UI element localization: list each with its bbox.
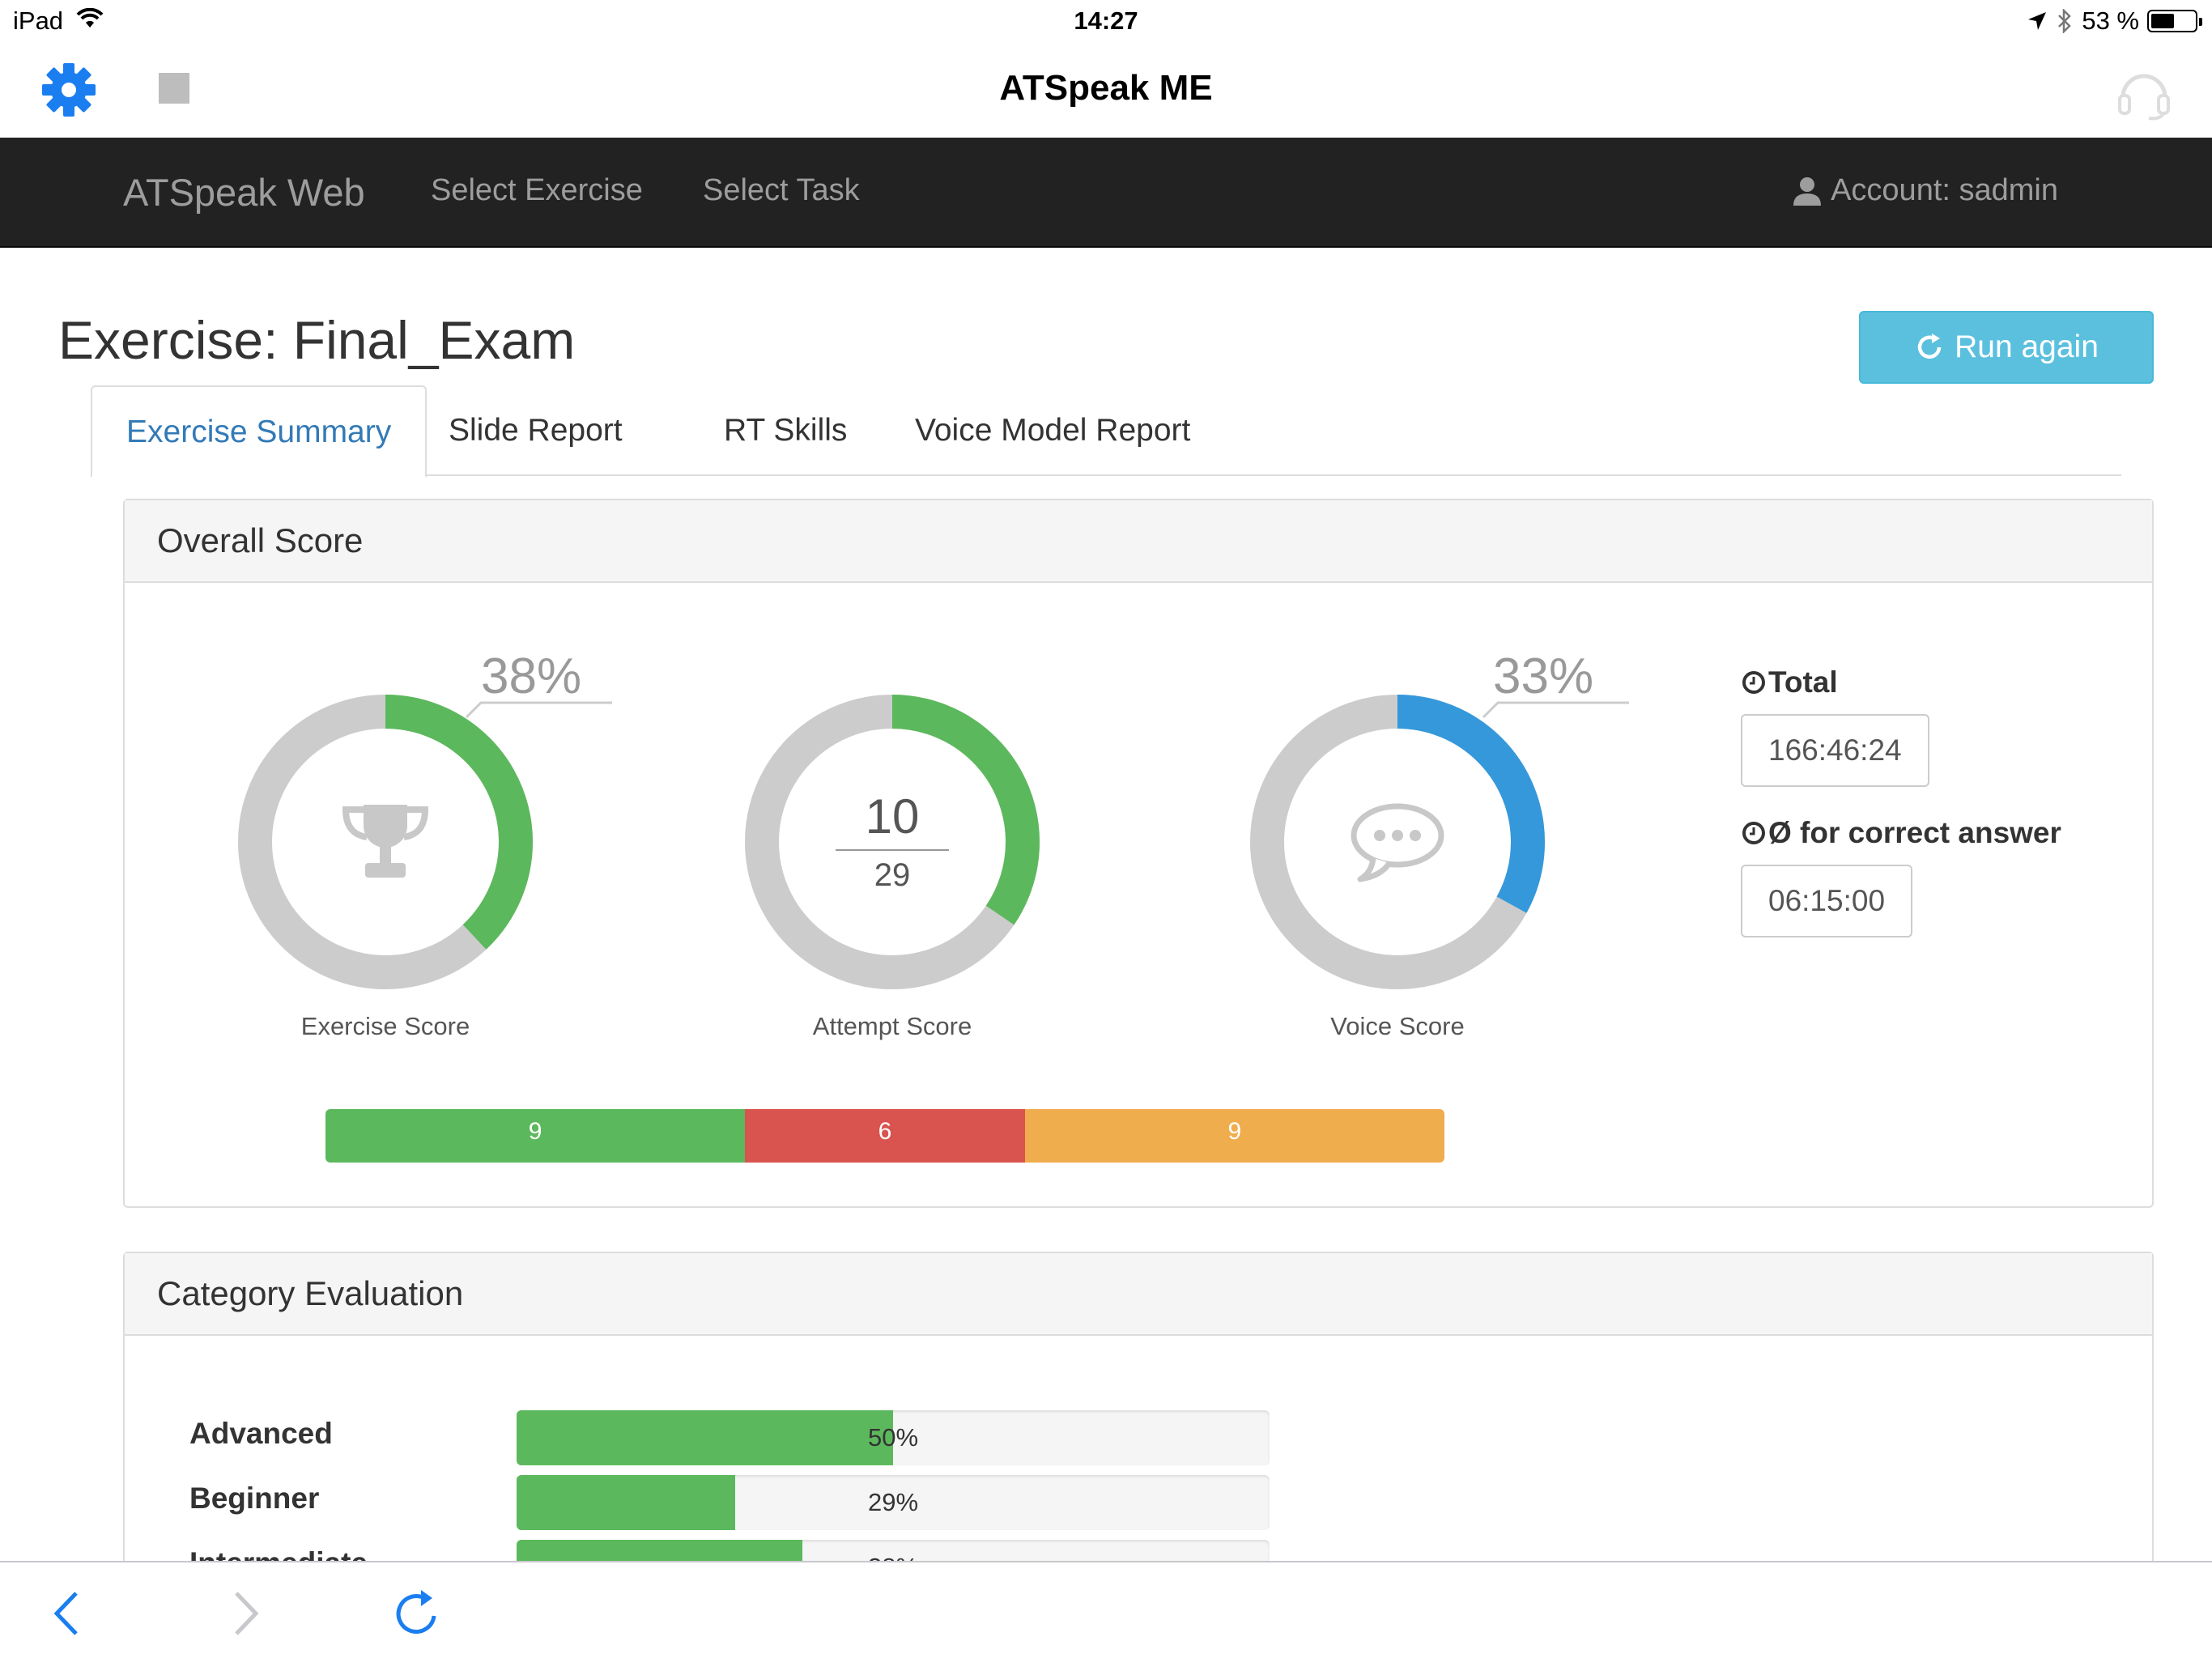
attempt-score-donut: 10 29	[745, 695, 1040, 989]
category-label-advanced: Advanced	[189, 1417, 333, 1450]
category-fill-advanced	[517, 1410, 893, 1465]
voice-score-donut	[1250, 695, 1545, 989]
category-evaluation-heading: Category Evaluation	[125, 1253, 2152, 1336]
status-right: 53 %	[2027, 6, 2202, 36]
tab-voice-model-report[interactable]: Voice Model Report	[915, 413, 1191, 448]
battery-percent: 53 %	[2082, 6, 2139, 35]
trophy-icon	[342, 805, 429, 878]
navbar-brand[interactable]: ATSpeak Web	[123, 171, 365, 214]
gear-icon[interactable]	[40, 62, 97, 118]
app-title: ATSpeak ME	[999, 68, 1213, 108]
top-navbar: ATSpeak Web Select Exercise Select Task …	[0, 138, 2212, 248]
account-label: Account: sadmin	[1831, 173, 2058, 207]
exercise-score-donut	[238, 695, 533, 989]
exercise-score-percent: 38%	[481, 648, 582, 704]
attempt-fraction: 10 29	[836, 791, 949, 893]
back-chevron-icon[interactable]	[40, 1585, 97, 1642]
category-bar-advanced: 50%	[517, 1410, 1270, 1465]
tab-exercise-summary[interactable]: Exercise Summary	[91, 385, 428, 478]
breakdown-correct: 9	[325, 1109, 746, 1163]
clock-icon	[1742, 671, 1765, 694]
avg-time-label: Ø for correct answer	[1741, 816, 2061, 850]
tab-slide-report[interactable]: Slide Report	[449, 413, 623, 448]
page-title: Exercise: Final_Exam	[58, 310, 576, 370]
clock-icon	[1742, 822, 1765, 844]
chat-bubble-icon	[1351, 803, 1444, 882]
battery-icon	[2147, 10, 2202, 32]
result-breakdown-bar: 9 6 9	[325, 1109, 1444, 1163]
overall-score-panel: Overall Score	[123, 499, 2154, 1208]
voice-callout-line	[1482, 701, 1629, 719]
overall-score-heading: Overall Score	[125, 500, 2152, 583]
location-arrow-icon	[2028, 12, 2047, 30]
category-fill-beginner	[517, 1475, 735, 1530]
category-bar-beginner: 29%	[517, 1475, 1270, 1530]
exercise-callout-line	[465, 701, 612, 719]
headset-icon[interactable]	[2115, 63, 2173, 121]
nav-select-exercise[interactable]: Select Exercise	[431, 173, 643, 207]
device-name: iPad	[13, 6, 64, 35]
forward-chevron-icon[interactable]	[215, 1585, 272, 1642]
category-value-beginner: 29%	[867, 1488, 919, 1516]
reload-icon[interactable]	[389, 1585, 445, 1642]
browser-toolbar	[0, 1561, 2212, 1658]
wifi-icon	[76, 8, 104, 28]
run-again-button[interactable]: Run again	[1859, 311, 2154, 384]
refresh-icon	[1917, 334, 1942, 359]
attempt-denominator: 29	[874, 857, 911, 893]
stop-icon[interactable]	[159, 73, 189, 104]
attempt-numerator: 10	[865, 789, 920, 844]
run-again-label: Run again	[1955, 329, 2099, 364]
category-label-beginner: Beginner	[189, 1482, 320, 1515]
app-bar: ATSpeak ME	[0, 44, 2212, 138]
tab-rt-skills[interactable]: RT Skills	[724, 413, 848, 448]
total-time-label: Total	[1741, 665, 1838, 699]
status-bar: iPad 14:27 53 %	[0, 0, 2212, 44]
voice-score-percent: 33%	[1493, 648, 1594, 704]
category-value-advanced: 50%	[867, 1423, 919, 1452]
report-tabs: Exercise Summary Slide Report RT Skills …	[91, 385, 2121, 478]
status-time: 14:27	[1074, 6, 1138, 35]
nav-select-task[interactable]: Select Task	[703, 173, 860, 207]
avg-time-value: 06:15:00	[1741, 865, 1913, 937]
bluetooth-icon	[2058, 9, 2072, 33]
total-time-value: 166:46:24	[1741, 714, 1929, 787]
user-icon	[1793, 176, 1822, 206]
voice-score-label: Voice Score	[1330, 1012, 1465, 1040]
attempt-score-label: Attempt Score	[812, 1012, 972, 1040]
breakdown-wrong: 6	[745, 1109, 1025, 1163]
breakdown-other: 9	[1024, 1109, 1444, 1163]
exercise-score-label: Exercise Score	[300, 1012, 470, 1040]
nav-account[interactable]: Account: sadmin	[1792, 173, 2058, 208]
